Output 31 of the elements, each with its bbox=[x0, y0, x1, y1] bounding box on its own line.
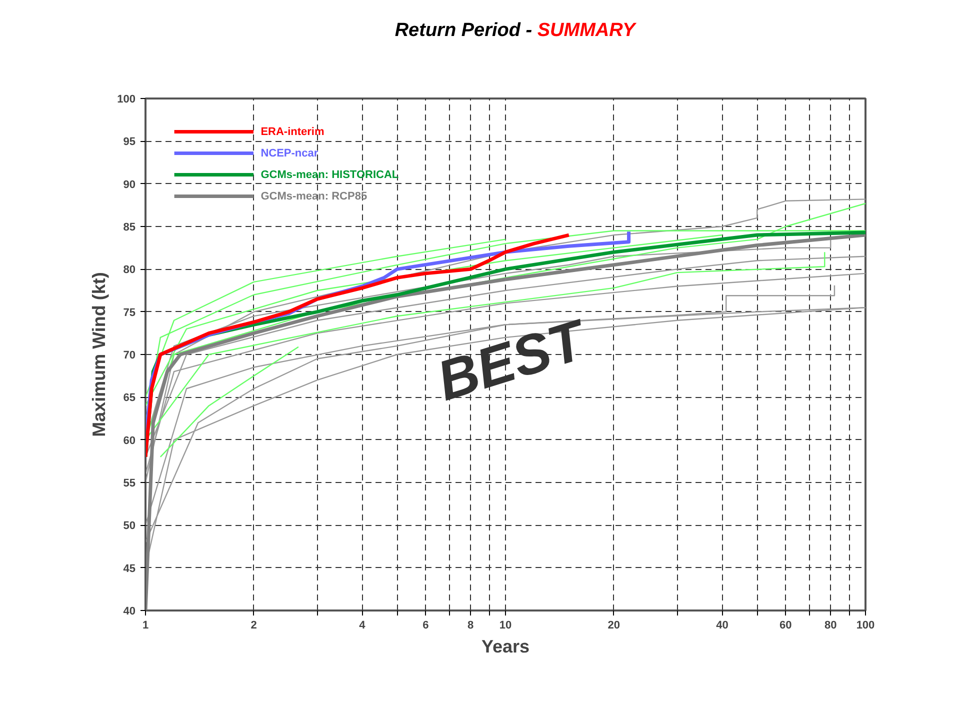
chart-title: Return Period - SUMMARY bbox=[394, 20, 636, 41]
y-tick-label: 65 bbox=[123, 392, 136, 404]
text: GCMs-mean: HISTORICAL bbox=[260, 168, 399, 181]
y-tick-label: 40 bbox=[123, 606, 136, 618]
x-axis-title: Years bbox=[481, 636, 530, 656]
y-tick-label: 55 bbox=[123, 478, 136, 490]
x-tick-label: 20 bbox=[608, 620, 620, 632]
text: ERA-interim bbox=[260, 126, 324, 138]
x-tick-label: 2 bbox=[250, 620, 257, 632]
x-tick-label: 10 bbox=[499, 620, 512, 632]
x-tick-label: 6 bbox=[422, 620, 429, 632]
y-tick-label: 50 bbox=[123, 520, 136, 532]
y-tick-label: 45 bbox=[123, 562, 136, 575]
text: NCEP-ncar bbox=[260, 147, 319, 160]
x-tick-label: 80 bbox=[824, 620, 837, 632]
y-tick-label: 70 bbox=[123, 350, 136, 362]
y-tick-label: 95 bbox=[123, 136, 136, 148]
annotation: BEST bbox=[430, 306, 596, 412]
x-tick-label: 40 bbox=[716, 620, 728, 632]
y-tick-label: 100 bbox=[117, 94, 136, 106]
x-tick-label: 4 bbox=[359, 620, 366, 632]
y-tick-label: 80 bbox=[123, 264, 136, 276]
y-axis-title: Maximum Wind (kt) bbox=[89, 272, 110, 437]
y-tick-label: 60 bbox=[123, 434, 136, 447]
x-tick-label: 100 bbox=[856, 620, 875, 632]
y-tick-label: 90 bbox=[123, 178, 136, 191]
x-tick-label: 60 bbox=[780, 620, 792, 632]
y-tick-label: 85 bbox=[123, 222, 136, 234]
y-tick-label: 75 bbox=[123, 306, 136, 319]
x-tick-label: 8 bbox=[468, 620, 474, 632]
x-tick-label: 1 bbox=[142, 620, 149, 632]
